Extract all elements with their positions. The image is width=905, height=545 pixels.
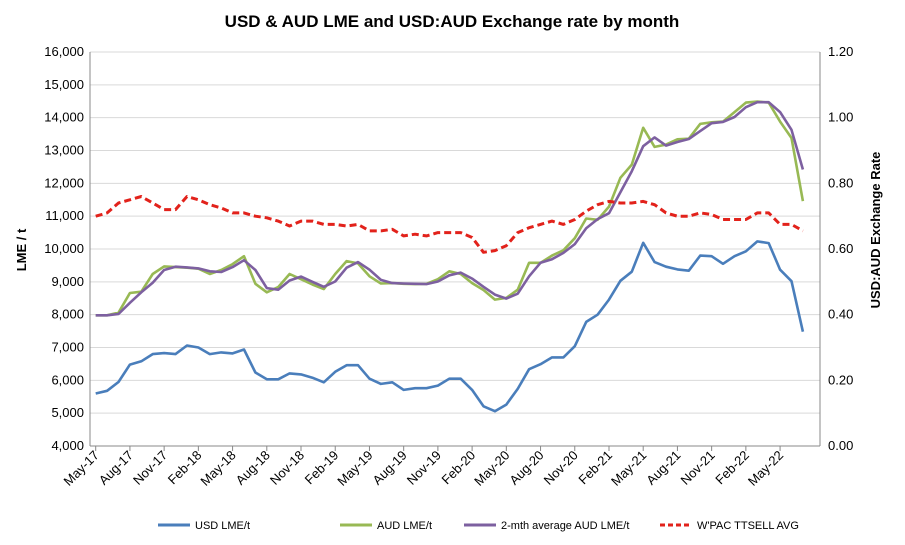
x-tick-label: Nov-20	[541, 448, 581, 488]
x-tick-label: Nov-21	[678, 448, 718, 488]
y-tick-label: 13,000	[44, 143, 84, 158]
y-tick-label: 12,000	[44, 175, 84, 190]
legend-label: USD LME/t	[195, 520, 250, 532]
x-axis-ticks: May-17Aug-17Nov-17Feb-18May-18Aug-18Nov-…	[61, 446, 786, 489]
x-tick-label: Nov-19	[404, 448, 444, 488]
y-axis-label: LME / t	[14, 228, 29, 271]
x-tick-label: Feb-21	[575, 448, 615, 488]
y-axis-ticks: 4,000 5,000 6,000 7,000 8,000 9,000 10,000 11,0…	[44, 44, 84, 453]
x-tick-label: May-19	[334, 448, 375, 489]
y-tick-label: 8,000	[51, 307, 84, 322]
series-line	[95, 195, 804, 254]
series-line	[95, 100, 805, 317]
y2-tick-label: 0.60	[828, 241, 853, 256]
y2-tick-label: 0.00	[828, 438, 853, 453]
y-tick-label: 14,000	[44, 110, 84, 125]
x-tick-label: May-22	[745, 448, 786, 489]
gridlines	[90, 51, 820, 447]
y2-axis-label: USD:AUD Exchange Rate	[868, 152, 883, 309]
y-tick-label: 16,000	[44, 44, 84, 59]
x-tick-label: Feb-18	[165, 448, 205, 488]
x-tick-label: Feb-20	[438, 448, 478, 488]
series-line	[95, 240, 805, 413]
x-tick-label: Feb-22	[712, 448, 752, 488]
y-tick-label: 15,000	[44, 77, 84, 92]
legend-label: 2-mth average AUD LME/t	[501, 520, 629, 532]
legend-label: W'PAC TTSELL AVG	[697, 520, 799, 532]
y-tick-label: 11,000	[45, 208, 84, 223]
x-tick-label: May-20	[471, 448, 512, 489]
y2-tick-label: 0.80	[828, 175, 853, 190]
y2-tick-label: 0.40	[828, 307, 853, 322]
x-tick-label: Aug-20	[506, 448, 546, 488]
y-tick-label: 6,000	[51, 372, 84, 387]
y2-tick-label: 0.20	[828, 372, 853, 387]
x-tick-label: Aug-17	[96, 448, 136, 488]
x-tick-label: May-21	[608, 448, 649, 489]
y-tick-label: 5,000	[51, 405, 84, 420]
y2-axis-ticks: 0.00 0.20 0.40 0.60 0.80 1.00 1.20	[828, 44, 853, 453]
x-tick-label: Feb-19	[302, 448, 342, 488]
y2-tick-label: 1.20	[828, 44, 853, 59]
axes	[89, 52, 821, 447]
chart-title: USD & AUD LME and USD:AUD Exchange rate …	[225, 12, 680, 31]
x-tick-label: Nov-17	[130, 448, 170, 488]
y-tick-label: 10,000	[44, 241, 84, 256]
legend-label: AUD LME/t	[377, 520, 432, 532]
y-tick-label: 7,000	[51, 340, 84, 355]
x-tick-label: Aug-21	[643, 448, 683, 488]
x-tick-label: Nov-18	[267, 448, 307, 488]
y2-tick-label: 1.00	[828, 110, 853, 125]
legend: USD LME/t AUD LME/t 2-mth average AUD LME/…	[158, 520, 799, 532]
x-tick-label: May-17	[61, 448, 102, 489]
x-tick-label: May-18	[197, 448, 238, 489]
series-lines	[95, 100, 805, 413]
x-tick-label: Aug-18	[233, 448, 273, 488]
y-tick-label: 4,000	[51, 438, 84, 453]
y-tick-label: 9,000	[51, 274, 84, 289]
x-tick-label: Aug-19	[370, 448, 410, 488]
